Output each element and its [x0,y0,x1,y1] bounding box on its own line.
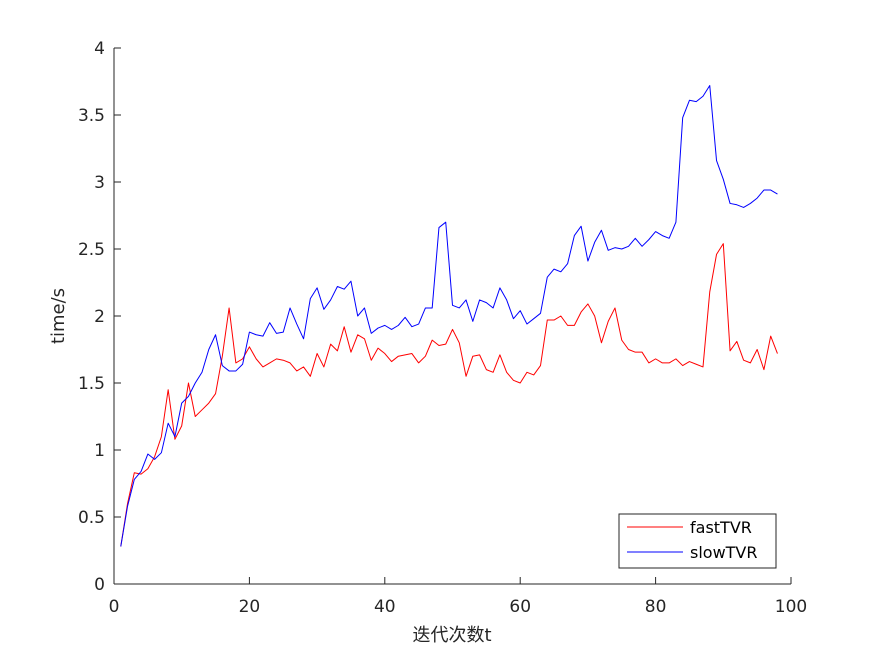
y-ticks: 0 0.5 1 1.5 2 2.5 3 3.5 4 [78,39,121,595]
series-layer [120,85,778,547]
y-tick-label: 0 [94,575,105,595]
x-tick-label: 0 [109,597,120,617]
x-tick-label: 100 [775,597,807,617]
x-tick-label: 40 [374,597,396,617]
x-axis-label: 迭代次数t [412,625,491,646]
y-tick-label: 2.5 [78,240,105,260]
y-tick-label: 0.5 [78,508,105,528]
series-line-fasttvr [120,243,778,547]
legend-box [618,513,777,569]
x-tick-label: 20 [239,597,261,617]
y-tick-label: 1.5 [78,374,105,394]
x-tick-label: 80 [645,597,667,617]
y-tick-label: 3 [94,173,105,193]
plot-area [114,48,791,584]
legend: fastTVR slowTVR [618,513,777,569]
y-tick-label: 1 [94,441,105,461]
y-tick-label: 4 [94,39,105,59]
y-axis-label: time/s [48,288,69,344]
legend-label-slowtvr: slowTVR [690,543,758,562]
series-line-slowtvr [120,85,778,547]
y-tick-label: 3.5 [78,106,105,126]
x-ticks: 0 20 40 60 80 100 [109,577,807,617]
y-tick-label: 2 [94,307,105,327]
x-tick-label: 60 [509,597,531,617]
legend-label-fasttvr: fastTVR [690,518,752,537]
